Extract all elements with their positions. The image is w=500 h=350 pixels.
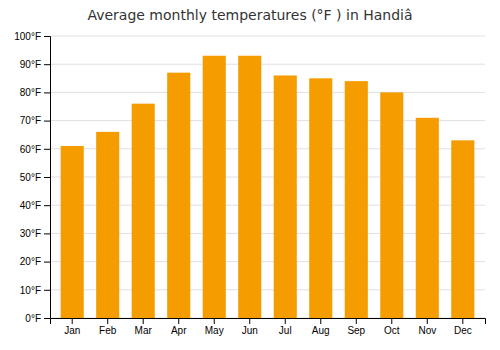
bar bbox=[132, 104, 155, 318]
tick: 20°F bbox=[20, 256, 50, 267]
tick-label: 100°F bbox=[14, 31, 41, 42]
tick: Feb bbox=[99, 318, 117, 336]
tick-mark bbox=[285, 318, 286, 324]
axis-line bbox=[44, 37, 51, 319]
tick-label: 0°F bbox=[25, 313, 41, 324]
tick: Apr bbox=[171, 318, 187, 336]
tick-mark bbox=[44, 177, 50, 178]
tick: 80°F bbox=[20, 87, 50, 98]
tick-mark bbox=[320, 318, 321, 324]
grid-line bbox=[50, 64, 485, 65]
bar bbox=[309, 78, 332, 318]
tick: Dec bbox=[454, 318, 472, 336]
tick-mark bbox=[178, 318, 179, 324]
tick-label: Jul bbox=[279, 325, 292, 336]
bar bbox=[416, 118, 439, 318]
tick-label: Nov bbox=[418, 325, 436, 336]
tick-mark bbox=[44, 36, 50, 37]
grid-line bbox=[50, 36, 485, 37]
tick-label: Feb bbox=[99, 325, 117, 336]
tick-label: Sep bbox=[347, 325, 365, 336]
tick: Aug bbox=[312, 318, 330, 336]
tick-mark bbox=[44, 318, 50, 319]
tick-label: May bbox=[205, 325, 224, 336]
tick-label: 40°F bbox=[20, 200, 41, 211]
tick: 10°F bbox=[20, 285, 50, 296]
tick-label: Dec bbox=[454, 325, 472, 336]
bar bbox=[274, 75, 297, 318]
tick: 0°F bbox=[25, 313, 50, 324]
bars bbox=[61, 56, 475, 318]
tick: Mar bbox=[135, 318, 153, 336]
tick: Sep bbox=[347, 318, 365, 336]
tick-mark bbox=[44, 233, 50, 234]
tick-mark bbox=[427, 318, 428, 324]
bar bbox=[167, 73, 190, 318]
tick-mark bbox=[44, 121, 50, 122]
bar bbox=[345, 81, 368, 318]
tick: Nov bbox=[418, 318, 436, 336]
tick: 40°F bbox=[20, 200, 50, 211]
tick-mark bbox=[44, 205, 50, 206]
tick-mark bbox=[44, 64, 50, 65]
tick-mark bbox=[391, 318, 392, 324]
tick-mark bbox=[356, 318, 357, 324]
bar bbox=[203, 56, 226, 318]
axis-line bbox=[51, 319, 486, 325]
bar bbox=[380, 92, 403, 318]
tick: 60°F bbox=[20, 144, 50, 155]
tick-label: 80°F bbox=[20, 87, 41, 98]
bar bbox=[61, 146, 84, 318]
tick-label: Mar bbox=[135, 325, 153, 336]
bar bbox=[451, 140, 474, 318]
tick: Jan bbox=[64, 318, 80, 336]
tick: May bbox=[205, 318, 224, 336]
tick-mark bbox=[107, 318, 108, 324]
tick-label: 10°F bbox=[20, 285, 41, 296]
tick-label: 30°F bbox=[20, 228, 41, 239]
tick: Oct bbox=[384, 318, 400, 336]
title: Average monthly temperatures (°F ) in Ha… bbox=[87, 7, 412, 23]
tick-label: 50°F bbox=[20, 172, 41, 183]
tick-label: 20°F bbox=[20, 256, 41, 267]
tick-mark bbox=[44, 92, 50, 93]
tick-label: Jun bbox=[242, 325, 258, 336]
tick-label: 90°F bbox=[20, 59, 41, 70]
grid-line bbox=[50, 92, 485, 93]
tick: 70°F bbox=[20, 115, 50, 126]
tick-mark bbox=[72, 318, 73, 324]
tick: Jun bbox=[242, 318, 258, 336]
tick: 90°F bbox=[20, 59, 50, 70]
tick-label: Aug bbox=[312, 325, 330, 336]
tick: 50°F bbox=[20, 172, 50, 183]
tick-label: Apr bbox=[171, 325, 187, 336]
tick-mark bbox=[462, 318, 463, 324]
tick-mark bbox=[143, 318, 144, 324]
tick-label: 60°F bbox=[20, 144, 41, 155]
bar bbox=[96, 132, 119, 318]
chart: Average monthly temperatures (°F ) in Ha… bbox=[0, 0, 500, 350]
tick-label: Oct bbox=[384, 325, 400, 336]
tick: 100°F bbox=[14, 31, 50, 42]
tick: Jul bbox=[279, 318, 292, 336]
tick: 30°F bbox=[20, 228, 50, 239]
tick-mark bbox=[44, 262, 50, 263]
tick-mark bbox=[249, 318, 250, 324]
x-axis: Jan Feb Mar Apr May Jun Jul Aug Sep Oct Nov Dec bbox=[51, 318, 486, 336]
tick-mark bbox=[44, 290, 50, 291]
tick-label: 70°F bbox=[20, 115, 41, 126]
y-axis: 0°F 10°F 20°F 30°F 40°F 50°F 60°F 70°F 80°F 90°F 1… bbox=[14, 31, 50, 324]
tick-label: Jan bbox=[64, 325, 80, 336]
tick-mark bbox=[214, 318, 215, 324]
tick-mark bbox=[44, 149, 50, 150]
plot: Jan Feb Mar Apr May Jun Jul Aug Sep Oct Nov Dec 0°F 1… bbox=[14, 31, 485, 336]
grid bbox=[50, 36, 485, 318]
bar bbox=[238, 56, 261, 318]
